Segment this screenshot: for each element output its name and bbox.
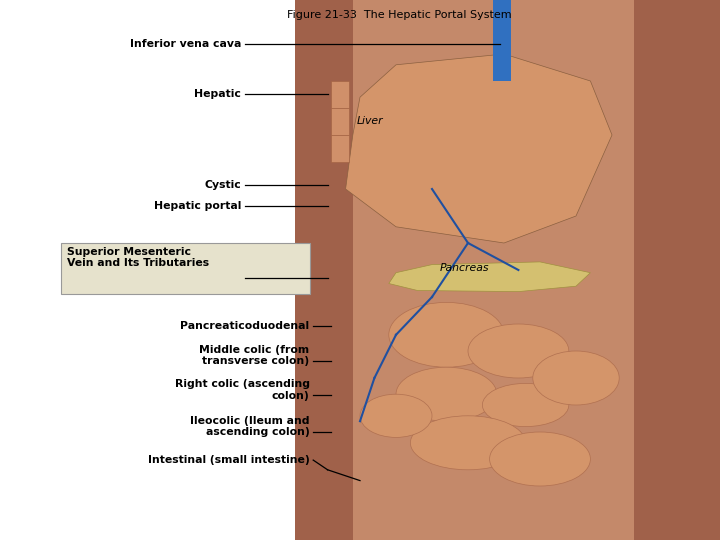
Ellipse shape: [389, 302, 504, 367]
Bar: [493, 0, 511, 81]
Text: Inferior vena cava: Inferior vena cava: [130, 39, 241, 49]
Ellipse shape: [490, 432, 590, 486]
Ellipse shape: [533, 351, 619, 405]
Text: Pancreaticoduodenal: Pancreaticoduodenal: [181, 321, 310, 330]
Text: Cystic: Cystic: [204, 180, 241, 190]
Text: Right colic (ascending
colon): Right colic (ascending colon): [175, 379, 310, 401]
Text: Hepatic: Hepatic: [194, 89, 241, 99]
Ellipse shape: [468, 324, 569, 378]
Bar: [61, 243, 310, 294]
Text: Figure 21-33  The Hepatic Portal System: Figure 21-33 The Hepatic Portal System: [287, 10, 512, 20]
Ellipse shape: [396, 367, 497, 421]
Text: Pancreas: Pancreas: [440, 264, 489, 273]
Bar: [331, 135, 349, 162]
Ellipse shape: [410, 416, 526, 470]
Text: Middle colic (from
transverse colon): Middle colic (from transverse colon): [199, 345, 310, 366]
Ellipse shape: [360, 394, 432, 437]
Text: Superior Mesenteric
Vein and Its Tributaries: Superior Mesenteric Vein and Its Tributa…: [67, 247, 209, 268]
Polygon shape: [295, 0, 720, 540]
Text: Intestinal (small intestine): Intestinal (small intestine): [148, 455, 310, 465]
Bar: [331, 108, 349, 135]
Ellipse shape: [482, 383, 569, 427]
Bar: [0, 0, 295, 540]
Text: Liver: Liver: [356, 116, 383, 126]
Polygon shape: [295, 0, 353, 540]
Bar: [331, 81, 349, 108]
Text: Hepatic portal: Hepatic portal: [154, 201, 241, 211]
Polygon shape: [634, 0, 720, 540]
Polygon shape: [389, 262, 590, 292]
Text: Ileocolic (Ileum and
ascending colon): Ileocolic (Ileum and ascending colon): [190, 416, 310, 437]
Polygon shape: [346, 54, 612, 243]
